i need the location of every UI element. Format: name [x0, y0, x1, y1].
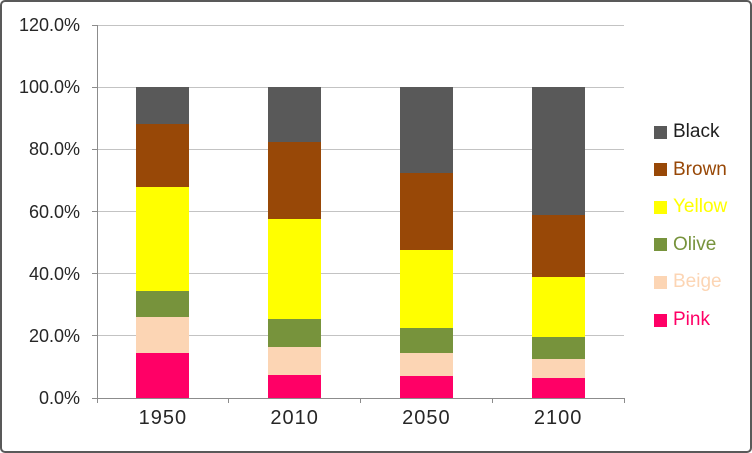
- legend-label: Yellow: [673, 196, 728, 218]
- bar-segment-pink: [268, 374, 322, 398]
- legend-label: Olive: [673, 233, 717, 255]
- legend-swatch-olive-icon: [654, 238, 667, 252]
- bar-segment-brown: [268, 141, 322, 220]
- gridline: [97, 273, 624, 275]
- legend-item-brown: Brown: [654, 158, 727, 180]
- legend-label: Beige: [673, 271, 722, 293]
- bar-segment-pink: [399, 376, 453, 398]
- x-axis-tick: [360, 398, 361, 403]
- y-axis-label: 60.0%: [28, 201, 80, 222]
- x-axis-tick: [96, 398, 98, 403]
- bar-segment-brown: [136, 124, 190, 187]
- bar-segment-olive: [399, 328, 453, 353]
- bar-segment-yellow: [399, 250, 453, 329]
- x-axis-label: 2010: [270, 407, 319, 429]
- y-axis-label: 100.0%: [18, 77, 80, 98]
- legend-item-yellow: Yellow: [654, 197, 727, 217]
- legend-swatch-black-icon: [654, 125, 667, 139]
- legend-item-olive: Olive: [654, 233, 717, 255]
- bar-segment-pink: [531, 377, 585, 398]
- bar-segment-yellow: [136, 186, 190, 291]
- y-axis-line: [96, 25, 98, 398]
- legend-item-pink: Pink: [654, 310, 710, 330]
- bar-segment-olive: [531, 337, 585, 360]
- x-axis-label: 2050: [402, 407, 451, 429]
- legend-swatch-beige-icon: [654, 275, 667, 289]
- bar-segment-beige: [531, 359, 585, 378]
- legend-label: Pink: [673, 309, 710, 330]
- x-axis-tick: [228, 398, 230, 403]
- legend-swatch-yellow-icon: [654, 200, 667, 214]
- bar-segment-black: [399, 87, 453, 173]
- legend-item-black: Black: [654, 122, 719, 142]
- bar-segment-brown: [531, 214, 585, 277]
- bar-segment-beige: [399, 352, 453, 377]
- bar-segment-yellow: [268, 219, 322, 319]
- gridline: [97, 86, 624, 88]
- y-axis-tick: [92, 24, 97, 26]
- y-axis-tick: [92, 273, 97, 275]
- gridline: [97, 211, 624, 212]
- bar-segment-beige: [136, 317, 190, 353]
- y-axis-tick: [92, 148, 97, 150]
- bar-segment-black: [268, 87, 322, 142]
- legend-label: Brown: [673, 158, 727, 180]
- y-axis-tick: [92, 86, 97, 88]
- y-axis-tick: [92, 397, 97, 399]
- gridline: [97, 148, 624, 150]
- bar-segment-beige: [268, 346, 322, 375]
- x-axis-tick: [623, 398, 625, 403]
- legend-swatch-brown-icon: [654, 163, 667, 177]
- bar-segment-olive: [136, 290, 190, 318]
- y-axis-label: 120.0%: [18, 15, 80, 35]
- bar-segment-black: [136, 87, 190, 125]
- y-axis-tick: [92, 335, 97, 337]
- y-axis-label: 20.0%: [28, 325, 80, 346]
- x-axis-tick: [491, 398, 493, 403]
- gridline: [97, 24, 624, 26]
- x-axis-label: 1950: [138, 407, 188, 429]
- y-axis-tick: [92, 211, 97, 212]
- bar-segment-pink: [136, 352, 190, 398]
- bar-segment-yellow: [531, 276, 585, 338]
- y-axis-label: 0.0%: [38, 388, 80, 408]
- bar-segment-olive: [268, 318, 322, 347]
- bar-segment-brown: [399, 172, 453, 251]
- gridline: [97, 335, 624, 337]
- legend-swatch-pink-icon: [654, 313, 667, 327]
- y-axis-label: 40.0%: [28, 263, 80, 284]
- y-axis-label: 80.0%: [28, 139, 80, 160]
- x-axis-label: 2100: [533, 407, 583, 429]
- legend-label: Black: [673, 121, 720, 142]
- bar-segment-black: [531, 87, 585, 215]
- legend-item-beige: Beige: [654, 272, 722, 292]
